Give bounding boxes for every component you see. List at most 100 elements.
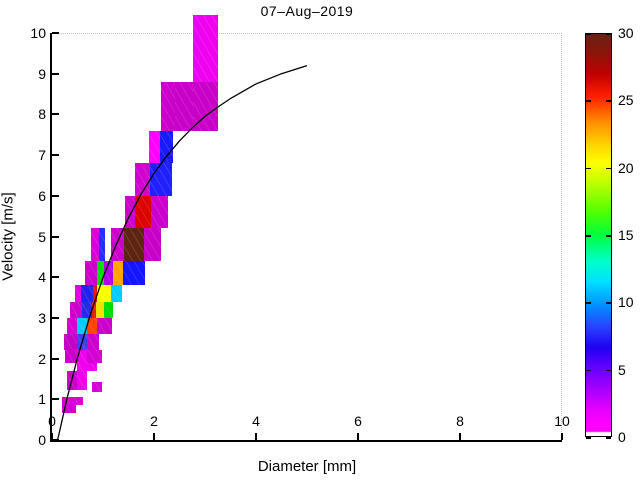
y-axis-line <box>50 33 52 442</box>
heatmap-cell <box>81 301 92 318</box>
heatmap-cell <box>150 195 168 229</box>
x-tick-label: 8 <box>456 413 464 429</box>
x-axis-label: Diameter [mm] <box>257 458 357 475</box>
heatmap-cell <box>124 195 136 229</box>
heatmap-cell <box>63 334 77 351</box>
heatmap-cell <box>135 163 150 196</box>
heatmap-cell <box>87 350 102 363</box>
colorbar-tick-label: 0 <box>618 429 626 445</box>
y-tick <box>52 194 59 197</box>
heatmap-cell <box>87 362 97 371</box>
colorbar-tick-label: 5 <box>618 361 626 378</box>
chart-title: 07–Aug–2019 <box>260 3 354 19</box>
x-tick <box>561 433 563 440</box>
heatmap-cell <box>87 317 97 335</box>
heatmap-cell <box>113 260 124 286</box>
terminal-velocity-curve <box>56 64 308 441</box>
heatmap-cell <box>90 228 99 261</box>
y-tick-label: 9 <box>38 65 46 82</box>
heatmap-cell <box>81 285 94 302</box>
x-axis-line <box>50 440 562 442</box>
heatmap-cell <box>95 301 105 318</box>
colorbar-tick <box>586 100 591 102</box>
x-tick <box>459 433 461 440</box>
y-tick-label: 5 <box>38 228 46 245</box>
colorbar-tick-label: 15 <box>618 227 634 243</box>
heatmap-cell <box>92 382 102 392</box>
y-tick-label: 3 <box>38 309 46 326</box>
y-tick <box>52 32 59 34</box>
y-tick <box>52 357 59 360</box>
colorbar-tick <box>606 369 611 372</box>
colorbar-tick <box>586 369 591 372</box>
heatmap-cell <box>104 260 114 286</box>
heatmap-cell <box>160 130 173 164</box>
heatmap-cell <box>62 397 83 405</box>
y-axis-label: Velocity [m/s] <box>0 192 17 281</box>
heatmap-cells-layer <box>52 14 562 440</box>
y-tick-label: 8 <box>38 106 46 123</box>
heatmap-cell <box>69 301 82 318</box>
heatmap-cell <box>148 130 161 164</box>
heatmap-cell <box>96 317 113 335</box>
y-tick-label: 2 <box>38 350 46 367</box>
colorbar-tick <box>586 437 591 439</box>
heatmap-cell <box>123 228 144 261</box>
y-tick-label: 6 <box>38 187 46 204</box>
x-tick-label: 0 <box>48 413 56 429</box>
plot-box-right-border <box>561 33 562 440</box>
y-tick <box>52 316 59 319</box>
heatmap-cell <box>193 81 219 131</box>
x-tick <box>51 433 53 440</box>
heatmap-cell <box>111 228 124 261</box>
y-tick-label: 7 <box>38 147 46 164</box>
y-tick-label: 1 <box>38 391 46 408</box>
heatmap-cell <box>87 334 99 351</box>
y-tick <box>52 72 59 75</box>
colorbar-tick <box>606 100 611 102</box>
x-tick <box>153 433 155 440</box>
heatmap-cell <box>84 260 97 286</box>
colorbar-tick <box>606 33 611 35</box>
plot-area <box>50 14 563 442</box>
heatmap-cell <box>161 81 176 131</box>
colorbar-tick-label: 30 <box>618 25 634 41</box>
x-tick <box>255 433 257 440</box>
colorbar-tick <box>606 437 611 439</box>
colorbar-tick <box>606 167 611 170</box>
heatmap-cell <box>76 317 88 335</box>
heatmap-cell <box>111 285 122 302</box>
heatmap-cell <box>123 260 145 286</box>
colorbar-tick <box>586 33 591 35</box>
y-tick <box>52 113 59 116</box>
colorbar-tick-label: 20 <box>618 159 634 176</box>
heatmap-cell <box>135 195 151 229</box>
heatmap-cell <box>62 404 76 414</box>
y-tick-label: 10 <box>30 25 46 41</box>
colorbar-tick <box>586 167 591 170</box>
y-tick <box>52 154 59 157</box>
heatmap-cell <box>67 370 78 390</box>
heatmap-cell <box>98 228 106 261</box>
heatmap-cell <box>193 14 219 82</box>
y-tick-label: 0 <box>38 432 46 448</box>
y-tick-label: 4 <box>38 269 46 286</box>
heatmap-cell <box>76 350 88 390</box>
x-tick-label: 2 <box>150 413 158 429</box>
colorbar-tick-label: 25 <box>618 92 634 109</box>
heatmap-cell <box>74 285 82 302</box>
heatmap-cell <box>93 285 98 302</box>
x-tick-label: 10 <box>554 413 570 429</box>
x-tick-label: 6 <box>354 413 362 429</box>
heatmap-cell <box>143 228 162 261</box>
colorbar-tick-label: 10 <box>618 294 634 311</box>
y-tick <box>52 276 59 279</box>
heatmap-cell <box>91 301 96 318</box>
colorbar-tick <box>586 235 591 237</box>
heatmap-cell <box>175 81 194 131</box>
colorbar-tick <box>586 302 591 304</box>
heatmap-cell <box>96 260 104 286</box>
y-tick <box>52 235 59 238</box>
x-tick <box>357 433 359 440</box>
